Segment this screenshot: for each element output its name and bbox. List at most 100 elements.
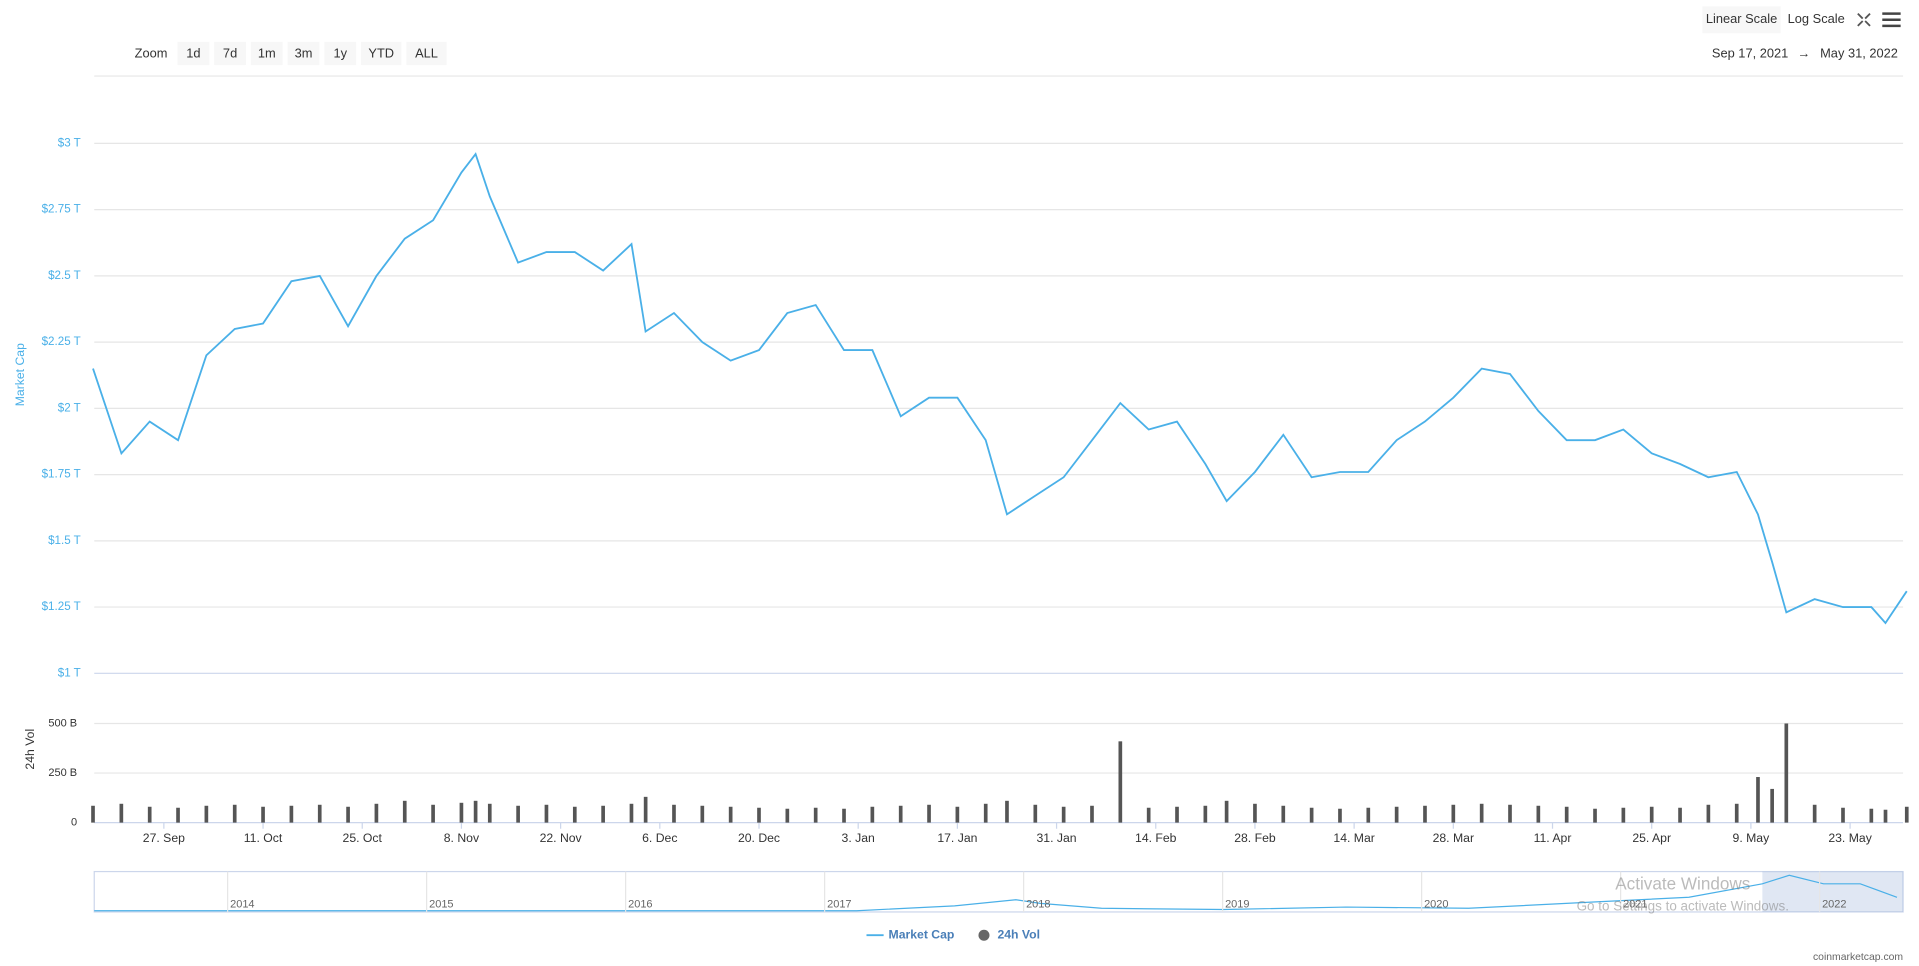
- navigator: [93, 870, 1904, 913]
- volume-bar: [700, 805, 705, 823]
- volume-bar: [261, 806, 265, 823]
- zoom-button[interactable]: [250, 41, 283, 66]
- navigator-series: [94, 874, 1898, 912]
- zoom-button[interactable]: [287, 41, 320, 66]
- volume-bar: [1253, 803, 1257, 823]
- navigator-year-label: 2018: [1026, 899, 1050, 911]
- volume-bar: [1281, 805, 1286, 823]
- x-tick-label: 25. Oct: [343, 831, 383, 845]
- zoom-button[interactable]: [324, 41, 357, 66]
- x-tick-label: 23. May: [1828, 831, 1872, 845]
- zoom-button-label[interactable]: 1y: [333, 45, 347, 60]
- x-tick-label: 9. May: [1733, 831, 1771, 845]
- volume-bar: [1621, 807, 1626, 823]
- volume-bar: [1678, 807, 1682, 823]
- credit: coinmarketcap.com: [1813, 952, 1903, 963]
- x-tick-label: 6. Dec: [642, 831, 677, 845]
- volume-bar: [147, 806, 152, 823]
- volume-bar: [1309, 807, 1314, 823]
- y-axis-title: Market Cap: [13, 343, 27, 406]
- volume-bar: [232, 804, 237, 823]
- log-scale-label[interactable]: Log Scale: [1788, 11, 1845, 26]
- volume-bar: [1536, 805, 1541, 823]
- navigator-year-label: 2015: [429, 899, 453, 911]
- navigator-year-label: 2017: [827, 899, 851, 911]
- navigator-selection[interactable]: [1762, 871, 1904, 912]
- legend-label[interactable]: 24h Vol: [997, 927, 1040, 941]
- zoom-button-label[interactable]: 1d: [186, 45, 200, 60]
- volume-bar: [1706, 804, 1711, 823]
- zoom-label: Zoom: [135, 45, 168, 60]
- y-tick-label: $2.5 T: [48, 269, 81, 282]
- zoom-button[interactable]: [214, 41, 246, 66]
- volume-bar: [1090, 805, 1094, 823]
- volume-bar: [1784, 723, 1789, 823]
- zoom-button-label[interactable]: 7d: [223, 45, 237, 60]
- volume-bar: [119, 803, 124, 823]
- x-tick-label: 17. Jan: [937, 831, 977, 845]
- menu-icon[interactable]: [1882, 12, 1901, 28]
- y2-axis-title: 24h Vol: [23, 729, 37, 770]
- zoom-button[interactable]: [177, 41, 210, 66]
- volume-bar: [176, 807, 180, 823]
- x-tick-label: 28. Feb: [1234, 831, 1276, 845]
- navigator-year-label: 2019: [1225, 899, 1249, 911]
- volume-bar: [289, 805, 294, 823]
- y-tick-label: $1.75 T: [42, 468, 81, 481]
- market-cap-line: [92, 152, 1908, 625]
- volume-bar: [672, 804, 676, 823]
- zoom-button-label[interactable]: ALL: [415, 45, 438, 60]
- y-tick-label: $2.75 T: [42, 203, 81, 216]
- volume-bar: [629, 803, 634, 823]
- volume-bar: [983, 803, 988, 823]
- volume-bar: [927, 804, 931, 823]
- legend-label[interactable]: Market Cap: [889, 927, 955, 941]
- linear-scale-button[interactable]: [1702, 6, 1781, 34]
- fullscreen-icon[interactable]: [1857, 13, 1871, 27]
- volume-bar: [1146, 807, 1151, 823]
- x-tick-label: 11. Apr: [1534, 831, 1572, 845]
- y-tick-label: $1 T: [58, 666, 81, 679]
- x-tick-label: 8. Nov: [444, 831, 480, 845]
- volume-bar: [643, 796, 648, 823]
- navigator-year-label: 2014: [230, 899, 254, 911]
- volume-bar: [487, 803, 492, 823]
- x-tick-label: 31. Jan: [1037, 831, 1077, 845]
- zoom-button-label[interactable]: YTD: [368, 45, 394, 60]
- zoom-button-label[interactable]: 1m: [258, 45, 276, 60]
- navigator-years: 2014 2015 2016 2017 2018 2019 2020 2021 2022: [227, 871, 1847, 912]
- zoom-button[interactable]: [361, 41, 402, 66]
- linear-scale-label[interactable]: Linear Scale: [1706, 11, 1777, 26]
- volume-bar: [1061, 806, 1066, 823]
- volume-bar: [1593, 808, 1597, 823]
- volume-bar: [544, 804, 549, 823]
- y2-tick-label: 250 B: [48, 767, 77, 779]
- volume-bar: [204, 805, 209, 823]
- volume-bar: [870, 806, 875, 823]
- volume-bar: [402, 800, 407, 823]
- range-start: Sep 17, 2021: [1712, 45, 1788, 60]
- volume-bar: [1224, 800, 1229, 823]
- volume-bar: [1770, 788, 1774, 823]
- range-end: May 31, 2022: [1820, 45, 1898, 60]
- y-tick-label: $1.5 T: [48, 534, 81, 547]
- volume-bar: [1869, 808, 1874, 823]
- x-tick-label: 25. Apr: [1632, 831, 1671, 845]
- volume-bar: [346, 806, 350, 823]
- volume-bar: [374, 803, 379, 823]
- volume-bar: [728, 806, 733, 823]
- legend: Market Cap 24h Vol: [866, 927, 1040, 941]
- zoom-button[interactable]: [406, 41, 447, 66]
- volume-bar: [842, 808, 846, 823]
- volume-bar: [898, 805, 903, 823]
- x-tick-label: 28. Mar: [1433, 831, 1474, 845]
- x-tick-label: 27. Sep: [143, 831, 185, 845]
- volume-bar: [1203, 805, 1208, 823]
- volume-bar: [785, 808, 790, 823]
- volume-bar: [1812, 804, 1817, 823]
- y-tick-label: $2 T: [58, 401, 81, 414]
- navigator-year-label: 2022: [1822, 899, 1846, 911]
- y-tick-label: $2.25 T: [42, 335, 81, 348]
- zoom-button-label[interactable]: 3m: [295, 45, 313, 60]
- x-tick-label: 14. Feb: [1135, 831, 1177, 845]
